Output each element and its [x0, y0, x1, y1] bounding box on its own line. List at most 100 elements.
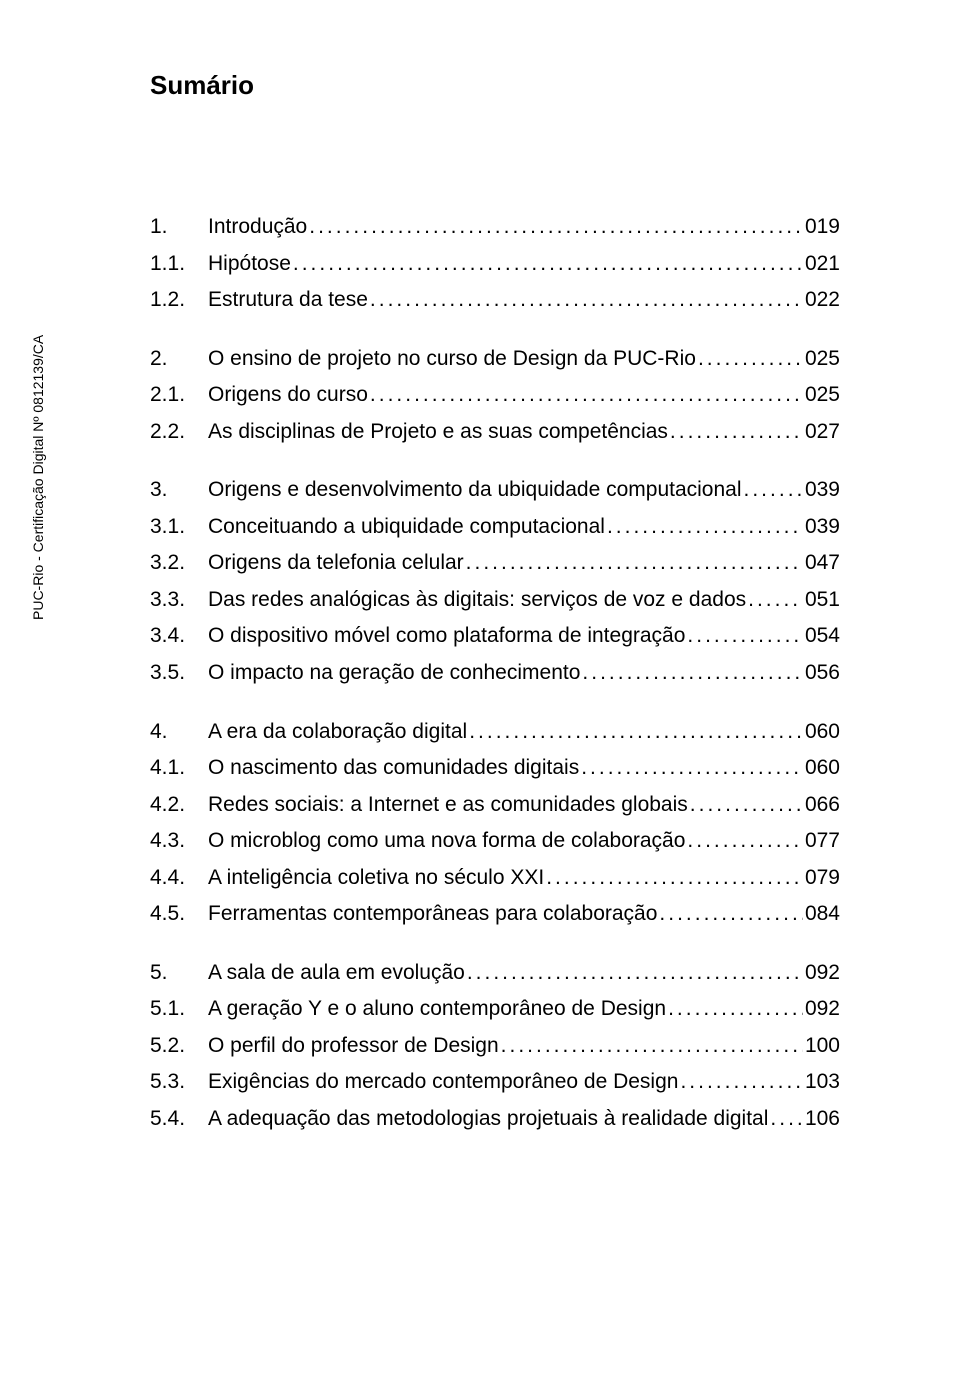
toc-number: 1.2. [150, 284, 208, 317]
toc-label: Origens do curso [208, 379, 368, 412]
toc-page-number: 019 [803, 211, 840, 244]
toc-page-number: 039 [803, 511, 840, 544]
toc-label-wrap: Origens e desenvolvimento da ubiquidade … [208, 474, 840, 507]
toc-page-number: 077 [803, 825, 840, 858]
toc-section: 4.A era da colaboração digital..........… [150, 716, 840, 931]
toc-number: 5.2. [150, 1030, 208, 1063]
toc-page-number: 066 [803, 789, 840, 822]
toc-leader-dots: ........................................… [666, 993, 803, 1026]
toc-label: O impacto na geração de conhecimento [208, 657, 580, 690]
toc-leader-dots: ........................................… [467, 716, 803, 749]
page-title: Sumário [150, 70, 840, 101]
toc-page-number: 056 [803, 657, 840, 690]
table-of-contents: 1.Introdução............................… [150, 211, 840, 1136]
toc-page-number: 079 [803, 862, 840, 895]
toc-page-number: 047 [803, 547, 840, 580]
toc-page-number: 022 [803, 284, 840, 317]
toc-leader-dots: ........................................… [544, 862, 803, 895]
toc-leader-dots: ........................................… [368, 284, 803, 317]
toc-page-number: 060 [803, 716, 840, 749]
toc-number: 5. [150, 957, 208, 990]
toc-leader-dots: ........................................… [742, 474, 803, 507]
toc-label: Exigências do mercado contemporâneo de D… [208, 1066, 678, 1099]
toc-leader-dots: ........................................… [685, 825, 803, 858]
toc-label: Origens e desenvolvimento da ubiquidade … [208, 474, 742, 507]
toc-row: 1.2.Estrutura da tese...................… [150, 284, 840, 317]
toc-leader-dots: ........................................… [768, 1103, 803, 1136]
toc-leader-dots: ........................................… [465, 957, 803, 990]
toc-label: O dispositivo móvel como plataforma de i… [208, 620, 685, 653]
toc-leader-dots: ........................................… [499, 1030, 803, 1063]
toc-label: O microblog como uma nova forma de colab… [208, 825, 685, 858]
toc-row: 4.3.O microblog como uma nova forma de c… [150, 825, 840, 858]
toc-leader-dots: ........................................… [688, 789, 803, 822]
toc-label: A inteligência coletiva no século XXI [208, 862, 544, 895]
toc-row: 2.1.Origens do curso....................… [150, 379, 840, 412]
toc-page-number: 106 [803, 1103, 840, 1136]
toc-label-wrap: A geração Y e o aluno contemporâneo de D… [208, 993, 840, 1026]
toc-label: A sala de aula em evolução [208, 957, 465, 990]
toc-label: A geração Y e o aluno contemporâneo de D… [208, 993, 666, 1026]
toc-label-wrap: O nascimento das comunidades digitais...… [208, 752, 840, 785]
toc-row: 3.5.O impacto na geração de conhecimento… [150, 657, 840, 690]
toc-page-number: 025 [803, 343, 840, 376]
toc-leader-dots: ........................................… [657, 898, 803, 931]
toc-label-wrap: Das redes analógicas às digitais: serviç… [208, 584, 840, 617]
toc-section: 1.Introdução............................… [150, 211, 840, 317]
toc-number: 1.1. [150, 248, 208, 281]
toc-label-wrap: Conceituando a ubiquidade computacional.… [208, 511, 840, 544]
toc-number: 2.1. [150, 379, 208, 412]
toc-number: 3.1. [150, 511, 208, 544]
toc-number: 5.4. [150, 1103, 208, 1136]
toc-row: 1.Introdução............................… [150, 211, 840, 244]
toc-leader-dots: ........................................… [605, 511, 803, 544]
toc-number: 3.5. [150, 657, 208, 690]
toc-page-number: 084 [803, 898, 840, 931]
toc-page-number: 051 [803, 584, 840, 617]
toc-label-wrap: O microblog como uma nova forma de colab… [208, 825, 840, 858]
toc-page-number: 027 [803, 416, 840, 449]
toc-row: 3.4.O dispositivo móvel como plataforma … [150, 620, 840, 653]
toc-row: 5.4.A adequação das metodologias projetu… [150, 1103, 840, 1136]
toc-number: 1. [150, 211, 208, 244]
toc-label: A adequação das metodologias projetuais … [208, 1103, 768, 1136]
toc-label: Ferramentas contemporâneas para colabora… [208, 898, 657, 931]
toc-leader-dots: ........................................… [307, 211, 803, 244]
toc-label: O ensino de projeto no curso de Design d… [208, 343, 696, 376]
toc-label: Redes sociais: a Internet e as comunidad… [208, 789, 688, 822]
toc-page-number: 060 [803, 752, 840, 785]
toc-page-number: 039 [803, 474, 840, 507]
toc-label-wrap: A inteligência coletiva no século XXI...… [208, 862, 840, 895]
toc-label-wrap: A sala de aula em evolução..............… [208, 957, 840, 990]
toc-number: 2.2. [150, 416, 208, 449]
toc-number: 3.2. [150, 547, 208, 580]
toc-label-wrap: Introdução..............................… [208, 211, 840, 244]
toc-label-wrap: O impacto na geração de conhecimento....… [208, 657, 840, 690]
toc-label-wrap: O ensino de projeto no curso de Design d… [208, 343, 840, 376]
toc-label-wrap: Hipótose................................… [208, 248, 840, 281]
toc-leader-dots: ........................................… [291, 248, 803, 281]
toc-page-number: 103 [803, 1066, 840, 1099]
toc-number: 4.4. [150, 862, 208, 895]
toc-row: 5.3.Exigências do mercado contemporâneo … [150, 1066, 840, 1099]
toc-leader-dots: ........................................… [580, 657, 803, 690]
toc-label-wrap: O dispositivo móvel como plataforma de i… [208, 620, 840, 653]
toc-label-wrap: Ferramentas contemporâneas para colabora… [208, 898, 840, 931]
toc-leader-dots: ........................................… [579, 752, 803, 785]
toc-number: 3.4. [150, 620, 208, 653]
toc-label-wrap: As disciplinas de Projeto e as suas comp… [208, 416, 840, 449]
toc-leader-dots: ........................................… [368, 379, 803, 412]
toc-number: 2. [150, 343, 208, 376]
toc-label-wrap: Estrutura da tese.......................… [208, 284, 840, 317]
toc-label: Das redes analógicas às digitais: serviç… [208, 584, 746, 617]
toc-number: 4.2. [150, 789, 208, 822]
toc-row: 4.2.Redes sociais: a Internet e as comun… [150, 789, 840, 822]
toc-leader-dots: ........................................… [685, 620, 803, 653]
toc-label: Hipótose [208, 248, 291, 281]
toc-label-wrap: Redes sociais: a Internet e as comunidad… [208, 789, 840, 822]
toc-label-wrap: A adequação das metodologias projetuais … [208, 1103, 840, 1136]
toc-leader-dots: ........................................… [668, 416, 803, 449]
toc-row: 5.A sala de aula em evolução............… [150, 957, 840, 990]
toc-section: 3.Origens e desenvolvimento da ubiquidad… [150, 474, 840, 689]
toc-label: Conceituando a ubiquidade computacional [208, 511, 605, 544]
